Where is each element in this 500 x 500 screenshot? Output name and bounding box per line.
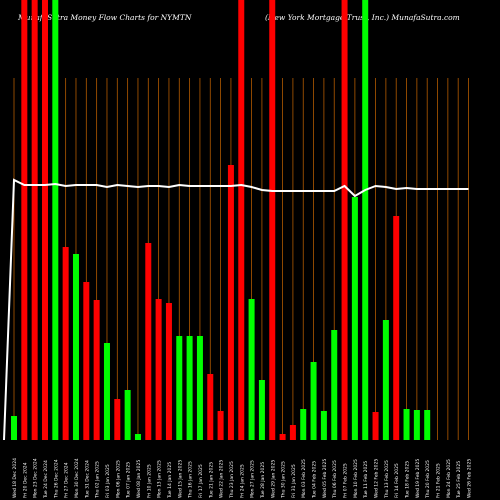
bar-05-02-2025	[320, 411, 327, 440]
bar-22-01-2025	[217, 411, 224, 440]
bar-07-01-2025	[124, 390, 131, 440]
bar-31-01-2025	[289, 425, 296, 440]
bar-13-02-2025	[382, 320, 389, 440]
x-tick-label: Mon 23 Dec 2024	[33, 458, 39, 498]
x-tick-label: Thu 30 Jan 2025	[281, 461, 287, 499]
x-tick-label: Mon 30 Dec 2024	[74, 458, 80, 498]
bar-19-02-2025	[413, 410, 420, 440]
bar-20-02-2025	[424, 410, 431, 440]
bar-13-01-2025	[155, 299, 162, 440]
x-tick-label: Tue 31 Dec 2024	[84, 460, 90, 499]
x-tick-label: Mon 06 Jan 2025	[115, 460, 121, 498]
x-tick-label: Thu 26 Dec 2024	[53, 459, 59, 499]
chart-title: MunafaSutra Money Flow Charts for NYMTN	[18, 13, 192, 22]
x-tick-label: Wed 15 Jan 2025	[177, 460, 183, 498]
bar-12-02-2025	[372, 412, 379, 440]
x-tick-label: Fri 31 Jan 2025	[291, 464, 297, 498]
x-tick-label: Mon 27 Jan 2025	[250, 460, 256, 498]
x-tick-label: Tue 21 Jan 2025	[208, 462, 214, 499]
bar-10-01-2025	[145, 243, 152, 440]
bar-27-12-2024	[62, 247, 69, 440]
x-tick-label: Fri 21 Feb 2025	[436, 463, 442, 498]
x-tick-label: Thu 20 Feb 2025	[425, 460, 431, 499]
x-tick-label: Mon 13 Jan 2025	[157, 460, 163, 498]
bar-21-01-2025	[207, 374, 214, 440]
bar-10-02-2025	[351, 197, 358, 440]
x-tick-label: Mon 10 Feb 2025	[353, 459, 359, 498]
bar-24-12-2024	[41, 0, 48, 440]
money-flow-bars	[11, 0, 431, 440]
bar-24-01-2025	[238, 0, 245, 440]
x-tick-label: Fri 07 Feb 2025	[343, 463, 349, 498]
x-tick-label: Fri 10 Jan 2025	[146, 464, 152, 498]
x-tick-label: Wed 05 Feb 2025	[322, 459, 328, 498]
bar-27-01-2025	[248, 299, 255, 440]
bar-06-02-2025	[331, 330, 338, 440]
money-flow-line	[3, 178, 469, 441]
x-tick-label: Thu 06 Feb 2025	[332, 460, 338, 499]
bar-20-12-2024	[21, 0, 28, 440]
x-tick-label: Wed 26 Feb 2025	[467, 459, 473, 498]
x-tick-label: Thu 23 Jan 2025	[229, 461, 235, 499]
bar-30-12-2024	[72, 254, 79, 440]
bar-28-01-2025	[258, 380, 265, 440]
bar-07-02-2025	[341, 0, 348, 440]
bar-23-01-2025	[227, 165, 234, 440]
x-tick-label: Wed 12 Feb 2025	[374, 459, 380, 498]
bar-30-01-2025	[279, 434, 286, 440]
x-tick-label: Tue 25 Feb 2025	[456, 461, 462, 499]
bar-31-12-2024	[83, 282, 90, 440]
bar-08-01-2025	[134, 434, 141, 440]
x-tick-label: Thu 02 Jan 2025	[95, 461, 101, 499]
bar-16-01-2025	[186, 336, 193, 440]
bar-14-02-2025	[393, 216, 400, 440]
x-tick-label: Mon 24 Feb 2025	[446, 459, 452, 498]
x-tick-label: Wed 18 Dec 2024	[12, 458, 18, 498]
x-tick-label: Fri 03 Jan 2025	[105, 464, 111, 498]
x-tick-label: Wed 08 Jan 2025	[136, 460, 142, 498]
bar-18-02-2025	[403, 409, 410, 440]
bar-17-01-2025	[196, 336, 203, 440]
bar-03-01-2025	[103, 343, 110, 440]
x-tick-label: Wed 19 Feb 2025	[415, 459, 421, 498]
x-tick-label: Thu 13 Feb 2025	[384, 460, 390, 499]
x-tick-label: Tue 24 Dec 2024	[43, 460, 49, 499]
bar-15-01-2025	[176, 336, 183, 440]
x-tick-label: Thu 16 Jan 2025	[188, 461, 194, 499]
bar-06-01-2025	[114, 399, 121, 440]
bar-11-02-2025	[362, 0, 369, 440]
x-tick-label: Tue 07 Jan 2025	[126, 462, 132, 499]
x-tick-label: Tue 18 Feb 2025	[405, 461, 411, 499]
x-tick-label: Fri 20 Dec 2024	[22, 462, 28, 498]
x-tick-label: Tue 28 Jan 2025	[260, 462, 266, 499]
x-tick-label: Tue 14 Jan 2025	[167, 462, 173, 499]
bar-29-01-2025	[269, 0, 276, 440]
bar-14-01-2025	[165, 303, 172, 440]
x-tick-label: Mon 03 Feb 2025	[301, 459, 307, 498]
bar-26-12-2024	[52, 0, 59, 440]
x-tick-label: Fri 14 Feb 2025	[394, 463, 400, 498]
bar-23-12-2024	[31, 0, 38, 440]
x-tick-label: Fri 24 Jan 2025	[239, 464, 245, 498]
bar-03-02-2025	[300, 409, 307, 440]
x-tick-label: Fri 27 Dec 2024	[64, 462, 70, 498]
x-tick-label: Tue 11 Feb 2025	[363, 461, 369, 499]
x-tick-label: Fri 17 Jan 2025	[198, 464, 204, 498]
x-tick-label: Tue 04 Feb 2025	[312, 461, 318, 499]
x-axis-tick-labels: Wed 18 Dec 2024 Fri 20 Dec 2024 Mon 23 Dec…	[12, 458, 473, 499]
bar-04-02-2025	[310, 362, 317, 440]
bar-02-01-2025	[93, 300, 100, 440]
bar-18-12-2024	[11, 416, 17, 440]
x-tick-label: Wed 29 Jan 2025	[270, 460, 276, 498]
x-tick-label: Wed 22 Jan 2025	[219, 460, 225, 498]
